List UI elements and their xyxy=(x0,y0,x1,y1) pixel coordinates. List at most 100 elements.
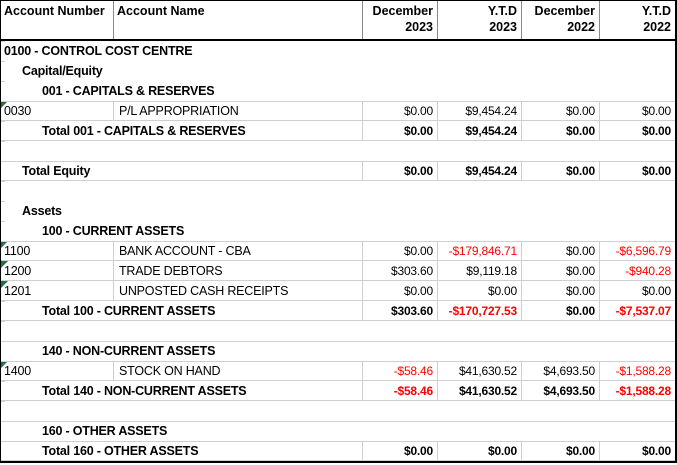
report-body: 0100 - CONTROL COST CENTRE Capital/Equity… xyxy=(1,41,675,461)
account-name-cell[interactable]: UNPOSTED CASH RECEIPTS xyxy=(114,281,363,300)
value-cell-ytd-2023[interactable]: $9,454.24 xyxy=(438,161,522,180)
value-cell-ytd-2022[interactable]: -$6,596.79 xyxy=(615,243,672,258)
account-number-cell[interactable]: 0030 xyxy=(1,101,114,120)
account-number-text: 1400 xyxy=(4,363,32,378)
row-gridline-tick xyxy=(1,441,5,442)
column-header-label: Y.T.D xyxy=(487,4,517,18)
value-cell-ytd-2022[interactable]: -$940.28 xyxy=(625,263,671,278)
value-cell-ytd-2022[interactable]: $0.00 xyxy=(641,103,671,118)
account-name-cell[interactable]: BANK ACCOUNT - CBA xyxy=(114,241,363,260)
row-gridline-tick xyxy=(1,101,5,102)
value-cell-dec-2022[interactable]: $0.00 xyxy=(522,281,600,300)
value-cell-ytd-2022[interactable]: $0.00 xyxy=(641,283,671,298)
value-cell-dec-2023[interactable]: $0.00 xyxy=(363,281,438,300)
value-cell-dec-2023[interactable]: $0.00 xyxy=(363,121,438,140)
total-label-cell[interactable]: Total 160 - OTHER ASSETS xyxy=(1,441,363,460)
column-header-ytd-2023[interactable]: Y.T.D 2023 xyxy=(438,1,522,39)
total-row: Total 140 - NON-CURRENT ASSETS -$58.46 $41… xyxy=(1,381,675,401)
account-name-cell[interactable]: P/L APPROPRIATION xyxy=(114,101,363,120)
group-row: 160 - OTHER ASSETS xyxy=(1,421,675,441)
value-cell-dec-2023[interactable]: -$58.46 xyxy=(363,361,438,380)
value-cell-dec-2023[interactable]: $0.00 xyxy=(363,441,438,460)
detail-row: 1201 UNPOSTED CASH RECEIPTS $0.00 $0.00 $0.0… xyxy=(1,281,675,301)
value-cell-ytd-2023[interactable]: -$179,846.71 xyxy=(438,241,522,260)
total-row: Total 100 - CURRENT ASSETS $303.60 -$170,7… xyxy=(1,301,675,321)
group-header-cell[interactable]: Assets xyxy=(22,204,62,218)
value-cell-dec-2023[interactable]: $0.00 xyxy=(363,241,438,260)
account-number-cell[interactable]: 1201 xyxy=(1,281,114,300)
total-label-cell[interactable]: Total 140 - NON-CURRENT ASSETS xyxy=(1,381,363,400)
blank-row xyxy=(1,141,675,161)
value-cell-ytd-2023[interactable]: $9,454.24 xyxy=(438,121,522,140)
value-cell-dec-2023[interactable]: $303.60 xyxy=(363,301,438,320)
detail-row: 1200 TRADE DEBTORS $303.60 $9,119.18 $0.00 -$… xyxy=(1,261,675,281)
cell-error-flag-icon xyxy=(1,261,8,268)
row-gridline-tick xyxy=(1,341,5,342)
account-name-cell[interactable]: STOCK ON HAND xyxy=(114,361,363,380)
group-header-cell[interactable]: 0100 - CONTROL COST CENTRE xyxy=(4,44,193,58)
blank-row xyxy=(1,321,675,341)
total-label-cell[interactable]: Total Equity xyxy=(1,161,363,180)
value-cell-ytd-2023[interactable]: $9,454.24 xyxy=(438,101,522,120)
value-cell-ytd-2022[interactable]: $0.00 xyxy=(641,123,671,138)
group-row: 140 - NON-CURRENT ASSETS xyxy=(1,341,675,361)
row-gridline-tick xyxy=(1,61,5,62)
total-label-cell[interactable]: Total 100 - CURRENT ASSETS xyxy=(1,301,363,320)
total-label-cell[interactable]: Total 001 - CAPITALS & RESERVES xyxy=(1,121,363,140)
value-cell-ytd-2023[interactable]: $0.00 xyxy=(438,441,522,460)
value-cell-dec-2022[interactable]: $0.00 xyxy=(522,101,600,120)
value-cell-dec-2022[interactable]: $0.00 xyxy=(522,301,600,320)
account-number-text: 1200 xyxy=(4,263,32,278)
value-cell-ytd-2023[interactable]: $0.00 xyxy=(438,281,522,300)
cell-error-flag-icon xyxy=(1,101,8,108)
value-cell-dec-2022[interactable]: $0.00 xyxy=(522,441,600,460)
group-row: 001 - CAPITALS & RESERVES xyxy=(1,81,675,101)
row-gridline-tick xyxy=(1,401,5,402)
blank-cell xyxy=(1,401,675,421)
value-cell-ytd-2022[interactable]: -$1,588.28 xyxy=(615,363,672,378)
column-header-account-number[interactable]: Account Number xyxy=(1,1,114,39)
row-gridline-tick xyxy=(1,41,5,42)
account-number-cell[interactable]: 1400 xyxy=(1,361,114,380)
value-cell-dec-2023[interactable]: $0.00 xyxy=(363,161,438,180)
value-cell-ytd-2022[interactable]: -$7,537.07 xyxy=(615,303,672,318)
value-cell-ytd-2023[interactable]: -$170,727.53 xyxy=(438,301,522,320)
group-header-cell[interactable]: Capital/Equity xyxy=(22,64,103,78)
value-cell-dec-2022[interactable]: $4,693.50 xyxy=(522,381,600,400)
column-header-dec-2022[interactable]: December 2022 xyxy=(522,1,600,39)
group-row: Assets xyxy=(1,201,675,221)
value-cell-ytd-2023[interactable]: $41,630.52 xyxy=(438,381,522,400)
value-cell-ytd-2022[interactable]: -$1,588.28 xyxy=(615,383,672,398)
column-header-label: Account Name xyxy=(117,4,205,18)
value-cell-ytd-2023[interactable]: $9,119.18 xyxy=(438,261,522,280)
value-cell-dec-2022[interactable]: $0.00 xyxy=(522,161,600,180)
cell-error-flag-icon xyxy=(1,361,8,368)
value-cell-ytd-2022[interactable]: $0.00 xyxy=(641,163,671,178)
value-cell-dec-2022[interactable]: $4,693.50 xyxy=(522,361,600,380)
total-row: Total 001 - CAPITALS & RESERVES $0.00 $9,4… xyxy=(1,121,675,141)
blank-row xyxy=(1,401,675,421)
detail-row: 1400 STOCK ON HAND -$58.46 $41,630.52 $4,693… xyxy=(1,361,675,381)
value-cell-dec-2023[interactable]: -$58.46 xyxy=(363,381,438,400)
group-header-cell[interactable]: 100 - CURRENT ASSETS xyxy=(42,224,185,238)
value-cell-dec-2023[interactable]: $0.00 xyxy=(363,101,438,120)
column-header-account-name[interactable]: Account Name xyxy=(114,1,363,39)
group-header-cell[interactable]: 001 - CAPITALS & RESERVES xyxy=(42,84,215,98)
account-number-cell[interactable]: 1200 xyxy=(1,261,114,280)
row-gridline-tick xyxy=(1,421,5,422)
account-number-cell[interactable]: 1100 xyxy=(1,241,114,260)
group-header-cell[interactable]: 160 - OTHER ASSETS xyxy=(42,424,168,438)
value-cell-ytd-2023[interactable]: $41,630.52 xyxy=(438,361,522,380)
value-cell-dec-2022[interactable]: $0.00 xyxy=(522,241,600,260)
value-cell-dec-2022[interactable]: $0.00 xyxy=(522,261,600,280)
row-gridline-tick xyxy=(1,121,5,122)
cell-error-flag-icon xyxy=(1,241,8,248)
value-cell-dec-2023[interactable]: $303.60 xyxy=(363,261,438,280)
value-cell-ytd-2022[interactable]: $0.00 xyxy=(641,443,671,458)
account-name-cell[interactable]: TRADE DEBTORS xyxy=(114,261,363,280)
value-cell-dec-2022[interactable]: $0.00 xyxy=(522,121,600,140)
column-header-dec-2023[interactable]: December 2023 xyxy=(363,1,438,39)
column-header-ytd-2022[interactable]: Y.T.D 2022 xyxy=(600,1,675,39)
row-gridline-tick xyxy=(1,81,5,82)
group-header-cell[interactable]: 140 - NON-CURRENT ASSETS xyxy=(42,344,216,358)
